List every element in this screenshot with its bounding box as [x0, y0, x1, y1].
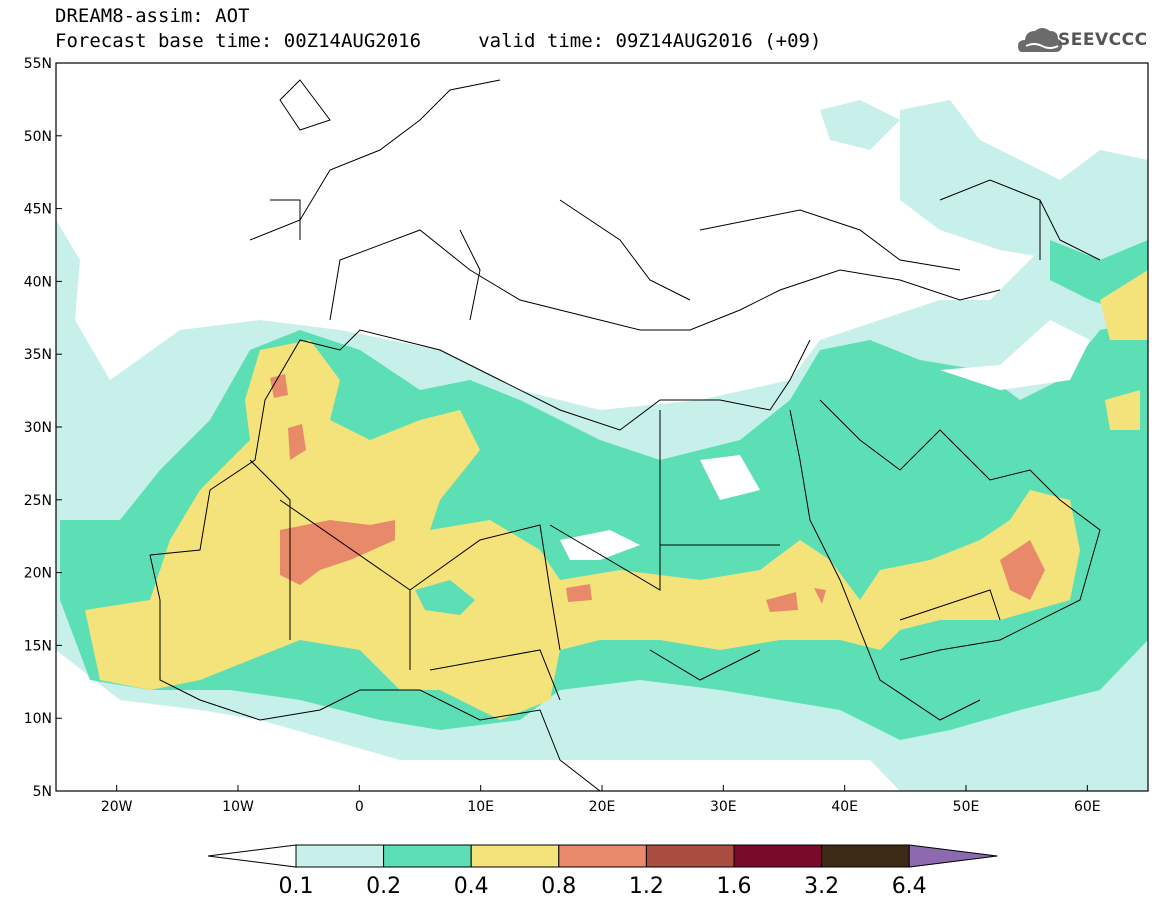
lon-tick-label: 20W: [101, 799, 133, 815]
lon-tick-label: 60E: [1074, 799, 1101, 815]
colorbar-label: 6.4: [892, 874, 927, 899]
logo-text: SEEVCCC: [1058, 30, 1148, 50]
latitude-axis: 55N 50N 45N 40N 35N 30N 25N 20N 15N 10N 5N: [24, 56, 62, 800]
lon-tick-label: 30E: [710, 799, 737, 815]
colorbar-swatch: [645, 844, 735, 868]
lat-tick-label: 20N: [24, 566, 52, 582]
cloud-icon: [1018, 28, 1063, 52]
lat-tick-label: 35N: [24, 347, 52, 363]
colorbar-label: 0.8: [541, 874, 576, 899]
lon-tick-label: 20E: [589, 799, 616, 815]
colorbar-label: 3.2: [804, 874, 839, 899]
lon-tick-label: 40E: [831, 799, 858, 815]
contour-0.4: [85, 340, 1080, 720]
colorbar-label: 1.2: [629, 874, 664, 899]
colorbar-label: 1.6: [717, 874, 752, 899]
lat-tick-label: 5N: [33, 784, 52, 800]
coastlines: [149, 79, 1101, 791]
lon-tick-label: 0: [355, 799, 364, 815]
lat-tick-label: 50N: [24, 129, 52, 145]
lon-tick-label: 10E: [467, 799, 494, 815]
lat-tick-label: 10N: [24, 711, 52, 727]
forecast-time-subtitle: Forecast base time: 00Z14AUG2016 valid t…: [55, 30, 822, 52]
colorbar-min-arrow: [207, 844, 297, 868]
colorbar-swatch: [470, 844, 560, 868]
map-title: DREAM8-assim: AOT: [55, 5, 250, 27]
colorbar-label: 0.1: [279, 874, 314, 899]
colorbar-swatch: [733, 844, 823, 868]
colorbar-label: 0.4: [454, 874, 489, 899]
lon-tick-label: 50E: [953, 799, 980, 815]
colorbar-label: 0.2: [366, 874, 401, 899]
colorbar-swatch: [558, 844, 647, 868]
lon-tick-label: 10W: [222, 799, 254, 815]
colorbar-swatch: [295, 844, 385, 868]
lat-tick-label: 45N: [24, 202, 52, 218]
aot-contours: [56, 63, 1148, 791]
lat-tick-label: 55N: [24, 56, 52, 72]
colorbar-max-arrow: [908, 844, 998, 868]
longitude-axis: 20W 10W 0 10E 20E 30E 40E 50E 60E: [101, 785, 1101, 815]
contour-0.8: [280, 520, 395, 585]
lat-tick-label: 25N: [24, 493, 52, 509]
colorbar-swatch: [821, 844, 910, 868]
lat-tick-label: 15N: [24, 638, 52, 654]
lat-tick-label: 40N: [24, 274, 52, 290]
colorbar-swatch: [383, 844, 472, 868]
lat-tick-label: 30N: [24, 420, 52, 436]
seevccc-logo: [1018, 28, 1063, 52]
